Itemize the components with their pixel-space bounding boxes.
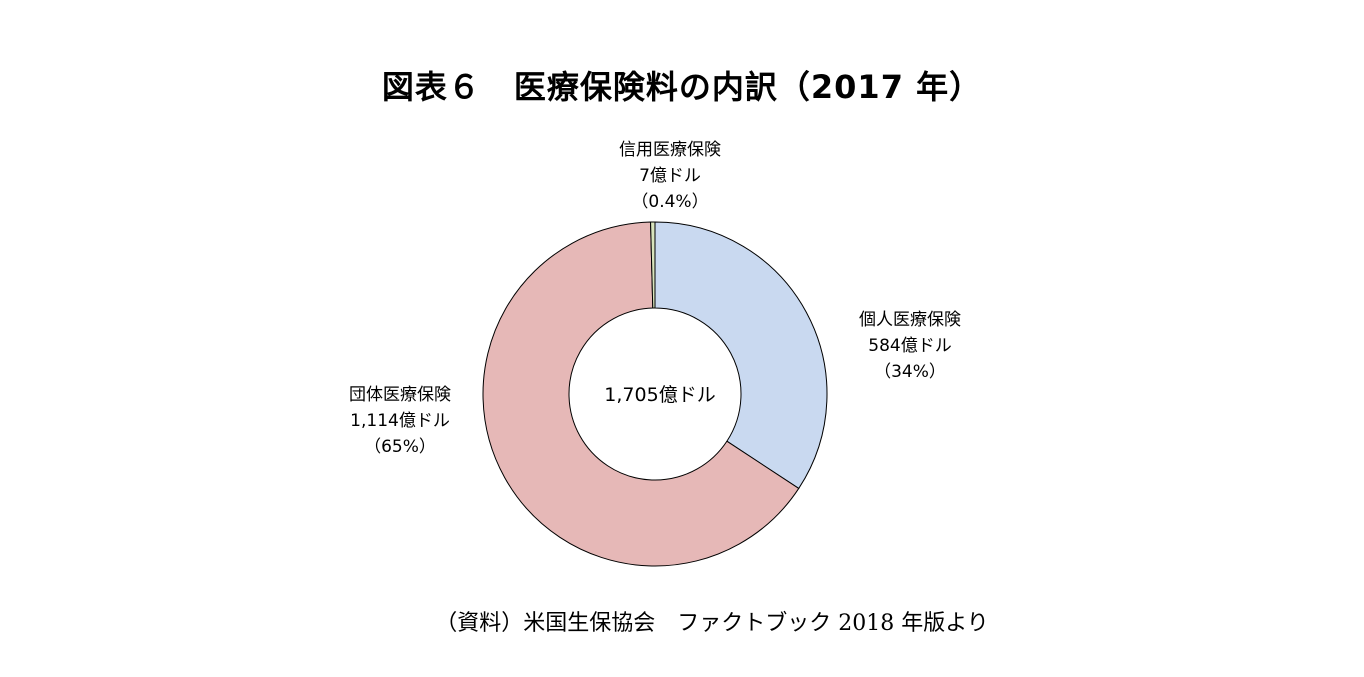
- slice-name-group: 団体医療保険: [349, 385, 451, 405]
- slice-label-group: 団体医療保険 1,114億ドル （65%）: [290, 382, 510, 460]
- slice-name-credit: 信用医療保険: [619, 140, 721, 160]
- chart-title: 図表６ 医療保険料の内訳（2017 年）: [381, 68, 983, 106]
- donut-slices: [482, 221, 828, 567]
- slice-percent-credit: （0.4%）: [631, 192, 709, 212]
- slice-individual: [654, 221, 828, 489]
- slice-label-credit: 信用医療保険 7億ドル （0.4%）: [560, 137, 780, 215]
- slice-percent-individual: （34%）: [874, 362, 946, 382]
- slice-group: [482, 221, 800, 567]
- slice-label-individual: 個人医療保険 584億ドル （34%）: [800, 307, 1020, 385]
- center-total-label: 1,705億ドル: [604, 384, 716, 406]
- slice-credit: [650, 221, 656, 309]
- slice-value-group: 1,114億ドル: [350, 411, 450, 431]
- source-note: （資料）米国生保協会 ファクトブック 2018 年版より: [435, 611, 989, 636]
- slice-name-individual: 個人医療保険: [859, 310, 961, 330]
- slice-value-credit: 7億ドル: [639, 166, 701, 186]
- slice-value-individual: 584億ドル: [868, 336, 952, 356]
- slice-percent-group: （65%）: [364, 437, 436, 457]
